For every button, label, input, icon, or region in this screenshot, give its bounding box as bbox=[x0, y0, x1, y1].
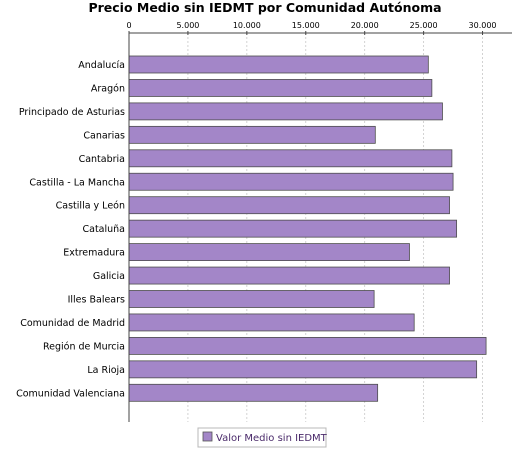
legend-box bbox=[197, 427, 327, 448]
bar[interactable] bbox=[128, 55, 429, 74]
category-label: Galicia bbox=[93, 271, 125, 282]
bar[interactable] bbox=[128, 383, 379, 402]
category-label: Aragón bbox=[91, 83, 125, 94]
category-label: Comunidad de Madrid bbox=[20, 318, 125, 329]
category-label: Illes Balears bbox=[68, 295, 125, 306]
bar[interactable] bbox=[128, 102, 443, 121]
bar[interactable] bbox=[128, 149, 453, 168]
category-label: La Rioja bbox=[87, 365, 125, 376]
x-axis-ticks: 0 5.000 10.000 15.000 20.000 25.000 30.000 bbox=[126, 21, 512, 35]
x-tick-label: 30.000 bbox=[469, 21, 497, 30]
bar[interactable] bbox=[128, 219, 458, 238]
legend[interactable]: Valor Medio sin IEDMT bbox=[197, 427, 328, 448]
chart-title: Precio Medio sin IEDMT por Comunidad Aut… bbox=[88, 0, 441, 15]
bar[interactable] bbox=[128, 79, 433, 97]
category-labels: Andalucía Aragón Principado de Asturias Can… bbox=[16, 60, 125, 399]
bar[interactable] bbox=[128, 125, 376, 144]
x-tick-label: 20.000 bbox=[351, 21, 379, 30]
x-tick-label: 15.000 bbox=[292, 21, 320, 30]
category-label: Principado de Asturias bbox=[19, 107, 125, 118]
legend-swatch bbox=[202, 431, 213, 442]
category-label: Cantabria bbox=[79, 154, 125, 165]
bar[interactable] bbox=[128, 313, 415, 332]
category-label: Andalucía bbox=[78, 60, 125, 71]
category-label: Cataluña bbox=[82, 224, 125, 235]
x-tick-label: 5.000 bbox=[176, 21, 199, 30]
x-tick-label: 0 bbox=[126, 21, 131, 30]
category-label: Extremadura bbox=[63, 248, 125, 259]
bar[interactable] bbox=[128, 196, 450, 215]
bar[interactable] bbox=[128, 360, 478, 379]
legend-label-valor-medio: Valor Medio sin IEDMT bbox=[216, 433, 328, 444]
bar[interactable] bbox=[128, 336, 487, 355]
x-tick-label: 10.000 bbox=[233, 21, 261, 30]
category-label: Castilla y León bbox=[56, 201, 125, 212]
bar[interactable] bbox=[128, 172, 454, 191]
bar[interactable] bbox=[128, 290, 375, 308]
category-label: Región de Murcia bbox=[43, 341, 125, 352]
bar[interactable] bbox=[128, 266, 450, 285]
category-label: Castilla - La Mancha bbox=[29, 177, 125, 188]
category-label: Comunidad Valenciana bbox=[16, 388, 125, 399]
x-tick-label: 25.000 bbox=[410, 21, 438, 30]
category-label: Canarias bbox=[83, 130, 125, 141]
bar[interactable] bbox=[128, 243, 410, 262]
bars bbox=[128, 55, 487, 402]
